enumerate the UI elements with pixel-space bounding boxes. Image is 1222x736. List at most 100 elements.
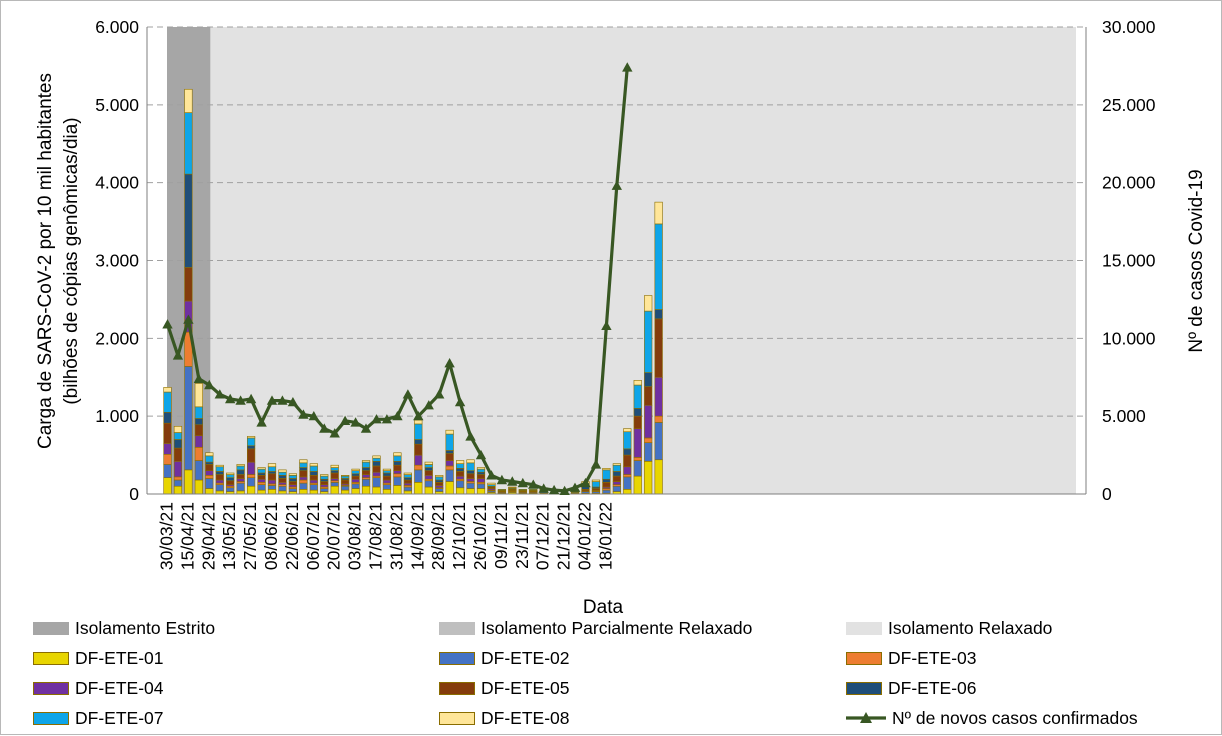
bar-df-ete-08-42	[602, 468, 611, 471]
bar-df-ete-03-46	[644, 437, 653, 443]
bar-df-ete-01-45	[633, 475, 642, 495]
bar-df-ete-04-44	[623, 466, 632, 475]
cases-point-31	[486, 470, 497, 480]
bar-df-ete-06-24	[414, 439, 423, 445]
bar-df-ete-06-10	[267, 471, 277, 475]
bar-df-ete-06-13	[299, 467, 308, 471]
bar-df-ete-01-4	[205, 488, 214, 495]
bar-df-ete-02-10	[267, 485, 277, 490]
cases-point-1	[172, 350, 184, 360]
bar-df-ete-04-27	[445, 460, 454, 467]
bar-df-ete-05-1	[173, 447, 183, 462]
cases-point-18	[350, 417, 361, 427]
bar-df-ete-01-8	[247, 485, 256, 495]
bar-df-ete-07-2	[184, 112, 193, 175]
bar-df-ete-08-29	[466, 459, 475, 464]
bar-df-ete-01-20	[372, 486, 381, 495]
bar-df-ete-03-13	[299, 479, 308, 484]
y-tick-label: 1.000	[95, 406, 139, 426]
bar-df-ete-05-20	[372, 465, 381, 473]
bar-df-ete-07-5	[215, 466, 224, 472]
y-tick-label: 6.000	[95, 17, 139, 37]
cases-point-5	[214, 389, 225, 399]
cases-point-13	[298, 409, 309, 419]
cases-point-15	[319, 423, 330, 433]
bar-df-ete-02-45	[633, 460, 642, 477]
bar-df-ete-06-29	[466, 470, 475, 475]
bar-df-ete-06-11	[278, 475, 287, 479]
cases-point-30	[475, 449, 487, 460]
bar-df-ete-06-9	[257, 472, 266, 476]
cases-point-8	[245, 393, 257, 404]
bar-df-ete-04-13	[299, 476, 308, 481]
bar-df-ete-07-12	[288, 475, 298, 479]
bar-df-ete-02-17	[341, 485, 350, 491]
y2-tick-label: 10.000	[1102, 328, 1156, 348]
bar-df-ete-08-15	[320, 474, 329, 477]
legend: Isolamento Estrito Isolamento Parcialment…	[1, 613, 1222, 736]
bar-df-ete-04-12	[288, 484, 298, 488]
x-tick-label: 31/08/21	[386, 502, 406, 570]
bar-df-ete-03-47	[654, 415, 663, 423]
y-tick-label: 2.000	[95, 328, 139, 348]
bar-df-ete-01-30	[476, 488, 486, 495]
bar-df-ete-05-19	[361, 470, 371, 475]
bar-df-ete-08-10	[267, 463, 277, 468]
bar-df-ete-05-44	[623, 454, 632, 468]
bar-df-ete-01-17	[341, 489, 350, 495]
bar-df-ete-01-21	[382, 489, 392, 495]
bar-df-ete-05-7	[236, 474, 245, 479]
legend-item-8: DF-ETE-06	[846, 673, 976, 703]
cases-point-25	[423, 400, 434, 410]
bar-df-ete-02-25	[424, 480, 433, 488]
bar-df-ete-06-44	[623, 448, 632, 456]
bar-df-ete-02-26	[435, 488, 444, 492]
bar-df-ete-07-14	[309, 465, 318, 472]
bar-df-ete-04-46	[644, 404, 653, 439]
legend-swatch	[439, 621, 475, 635]
bar-df-ete-08-33	[508, 486, 517, 489]
bar-df-ete-06-23	[403, 477, 412, 481]
bar-df-ete-07-26	[435, 476, 444, 481]
x-tick-label: 27/05/21	[240, 502, 260, 570]
bar-df-ete-08-28	[455, 460, 465, 464]
x-tick-label: 03/08/21	[345, 502, 365, 570]
bar-df-ete-08-25	[424, 461, 433, 465]
x-tick-label: 07/12/21	[533, 502, 553, 570]
x-tick-label: 29/04/21	[198, 502, 218, 570]
cases-point-12	[287, 397, 299, 407]
cases-point-23	[402, 389, 414, 399]
x-tick-label: 09/11/21	[491, 502, 511, 569]
bar-df-ete-05-11	[278, 478, 287, 483]
legend-label: DF-ETE-03	[888, 647, 977, 668]
legend-swatch	[439, 651, 475, 665]
cases-point-35	[528, 479, 539, 489]
legend-line-swatch	[846, 712, 886, 723]
bar-df-ete-05-18	[351, 475, 360, 480]
bar-df-ete-03-45	[633, 457, 642, 461]
bar-df-ete-02-9	[257, 484, 266, 491]
bar-df-ete-04-3	[194, 435, 203, 448]
legend-item-1: Isolamento Parcialmente Relaxado	[439, 613, 752, 643]
bar-df-ete-08-31	[487, 482, 496, 485]
legend-swatch	[846, 681, 882, 695]
bar-df-ete-06-27	[445, 450, 454, 454]
bar-df-ete-04-47	[654, 376, 663, 417]
bar-df-ete-02-15	[320, 488, 329, 492]
bar-df-ete-05-24	[414, 443, 423, 456]
bar-df-ete-02-18	[351, 483, 360, 489]
bar-df-ete-04-4	[205, 470, 214, 476]
x-tick-label: 14/09/21	[407, 502, 427, 570]
cases-point-28	[454, 397, 466, 407]
bar-df-ete-08-9	[257, 467, 266, 470]
legend-item-5: DF-ETE-03	[846, 643, 976, 673]
bar-df-ete-07-13	[299, 462, 308, 468]
x-tick-label: 26/10/21	[470, 502, 490, 570]
bar-df-ete-01-47	[654, 459, 663, 495]
bar-df-ete-03-3	[194, 446, 203, 461]
bar-df-ete-08-12	[288, 473, 298, 476]
legend-label: DF-ETE-02	[481, 647, 570, 668]
bar-df-ete-03-1	[173, 476, 183, 481]
cases-point-43	[611, 180, 622, 190]
